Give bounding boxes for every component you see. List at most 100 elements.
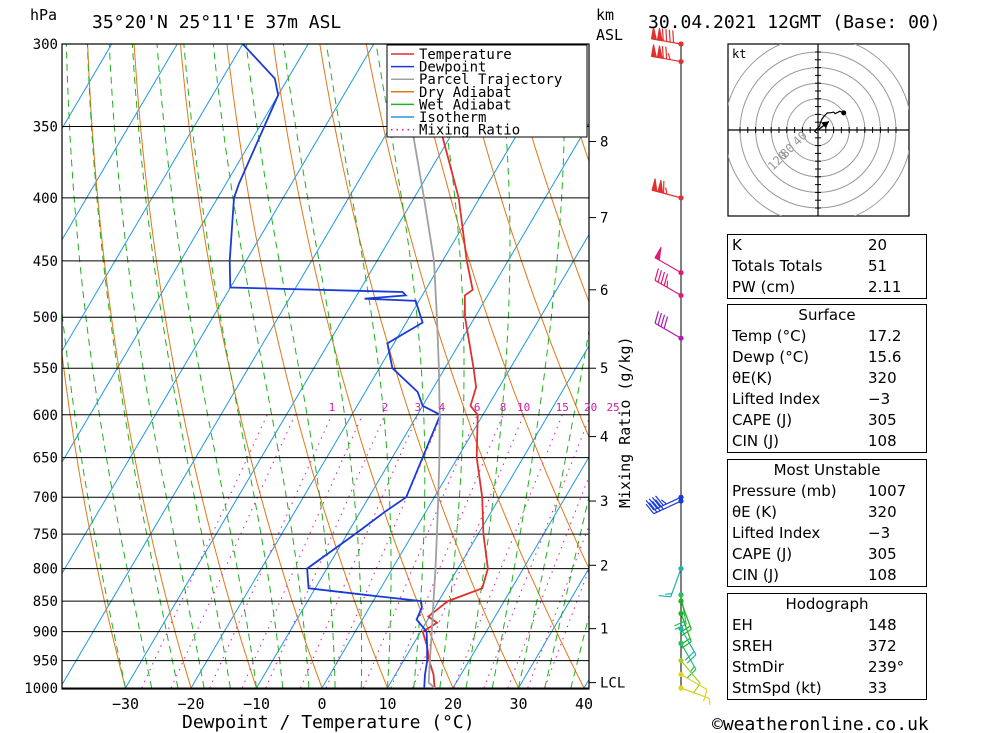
pressure-tick-label: 950: [33, 654, 58, 670]
wet-adiabat-line: [491, 44, 565, 689]
mixing-ratio-labels: 1 2 3 4 6 8 10 15 20 25: [329, 401, 620, 414]
index-row: StmSpd (kt) 33: [728, 678, 927, 700]
wind-barb: [678, 685, 711, 705]
index-label: K: [732, 236, 742, 254]
x-axis-title: Dewpoint / Temperature (°C): [182, 712, 475, 733]
dry-adiabat-line: [505, 44, 589, 304]
most-unstable-title: Most Unstable: [773, 461, 881, 479]
profile-series: [228, 44, 489, 689]
index-label: Lifted Index: [732, 390, 821, 408]
dry-adiabat-line: [458, 44, 589, 439]
mixing-ratio-line: [241, 414, 363, 689]
mixing-ratio-line: [527, 524, 589, 689]
legend-entry: Dewpoint: [419, 60, 486, 76]
index-value: 2.11: [868, 278, 902, 296]
pressure-tick-label: 300: [33, 37, 58, 53]
index-row: SREH 372: [728, 636, 927, 657]
index-value: 15.6: [868, 348, 902, 366]
height-tick-label: 4: [600, 430, 608, 446]
index-value: 148: [868, 616, 897, 634]
index-row: StmDir 239°: [728, 657, 927, 678]
mixing-ratio-line: [544, 567, 589, 689]
mixing-ratio-line: [209, 414, 333, 689]
parcel-trajectory-profile: [398, 61, 441, 689]
plot-frame: [61, 43, 590, 690]
wind-barb: [645, 494, 684, 511]
index-row: EH 148: [728, 615, 927, 636]
wet-adiabat-line: [518, 327, 589, 689]
wind-barb: [654, 246, 684, 276]
index-row: CIN (J) 108: [728, 565, 927, 587]
wet-adiabat-line: [544, 493, 589, 689]
dry-adiabat-line: [924, 44, 1000, 688]
pressure-tick-label: 500: [33, 310, 58, 326]
pressure-tick-label: 650: [33, 451, 58, 467]
index-value: −3: [868, 390, 891, 408]
index-label: Temp (°C): [732, 327, 807, 345]
wind-barb: [650, 44, 684, 65]
mixing-ratio-label: 15: [556, 401, 569, 414]
height-tick-label: 5: [600, 361, 608, 377]
wet-adiabat-line: [62, 308, 126, 689]
pressure-tick-label: 550: [33, 361, 58, 377]
wind-barb: [645, 498, 684, 515]
isotherm-line: [125, 44, 506, 689]
index-label: StmDir: [732, 658, 784, 676]
mixing-ratio-label: 4: [439, 401, 446, 414]
legend-entry: Isotherm: [419, 110, 486, 126]
index-label: SREH: [732, 637, 773, 655]
wind-barb: [678, 671, 708, 702]
isotherm-line: [62, 44, 244, 352]
isotherm-line: [256, 122, 589, 689]
dry-adiabat-line: [319, 44, 519, 689]
hpa-unit-label: hPa: [30, 6, 57, 24]
index-value: 239°: [868, 658, 905, 676]
legend-entry: Parcel Trajectory: [419, 72, 562, 88]
temperature-tick-label: −10: [243, 695, 270, 713]
copyright: ©weatheronline.co.uk: [712, 714, 929, 733]
pressure-tick-label: 900: [33, 625, 58, 641]
wet-adiabat-line: [156, 44, 257, 689]
index-value: 33: [868, 679, 888, 697]
pressure-tick-label: 1000: [24, 681, 58, 697]
index-row: θE (K) 320: [728, 502, 927, 523]
isotherm-line: [62, 44, 375, 575]
temperature-tick-label: 20: [444, 695, 462, 713]
index-label: StmSpd (kt): [732, 679, 822, 697]
index-row: Lifted Index −3: [728, 523, 927, 544]
wind-barb: [678, 640, 697, 679]
height-tick-label: 2: [600, 558, 608, 574]
mixing-ratio-line: [300, 414, 419, 689]
wind-barb: [658, 566, 684, 598]
mixing-ratio-line: [141, 414, 268, 689]
hodograph-table: Hodograph EH 148 SREH 372 StmDir 239° StmSpd (…: [727, 593, 927, 700]
index-label: CIN (J): [732, 432, 780, 450]
index-value: 20: [868, 236, 888, 254]
index-label: Dewp (°C): [732, 348, 810, 366]
height-tick-label: LCL: [600, 676, 625, 692]
most-unstable-table: Most Unstable Pressure (mb) 1007 θE (K) 320…: [727, 459, 927, 587]
index-row: K 20: [728, 235, 927, 257]
hodograph-unit-label: kt: [732, 47, 746, 61]
location-title: 35°20'N 25°11'E 37m ASL: [92, 12, 341, 33]
wet-adiabat-line: [283, 44, 363, 688]
storm-motion-arrowhead: [820, 121, 829, 129]
index-value: 372: [868, 637, 897, 655]
surface-title: Surface: [798, 306, 856, 324]
height-tick-label: 6: [600, 283, 608, 299]
index-row: Temp (°C) 17.2: [728, 326, 927, 347]
index-row: Lifted Index −3: [728, 389, 927, 410]
pressure-tick-label: 350: [33, 119, 58, 135]
legend-box: [386, 44, 588, 138]
pressure-tick-label: 800: [33, 562, 58, 578]
temperature-tick-label: −20: [177, 695, 204, 713]
legend-entry: Wet Adiabat: [419, 97, 512, 113]
wind-profile: [645, 26, 711, 705]
index-table: K 20 Totals Totals 51 PW (cm) 2.11: [727, 234, 927, 299]
index-label: Pressure (mb): [732, 482, 837, 500]
mixing-ratio-label: 2: [382, 401, 389, 414]
height-tick-label: 1: [600, 622, 608, 638]
y-axis-title: Mixing Ratio (g/kg): [616, 336, 634, 508]
mixing-ratio-line: [483, 417, 589, 689]
